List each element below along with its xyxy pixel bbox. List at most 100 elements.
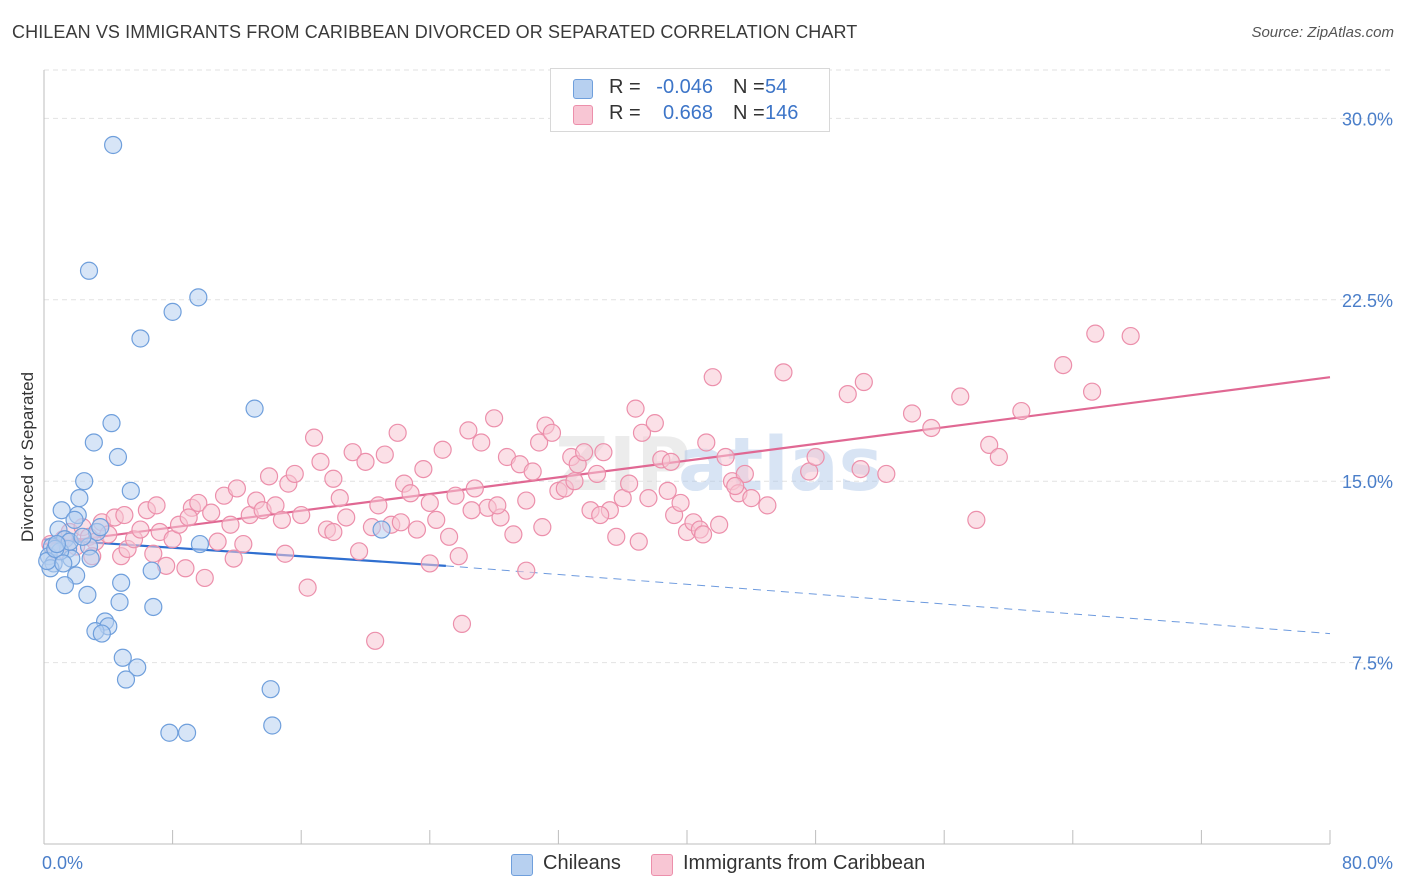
- r-label: R =: [609, 76, 641, 98]
- caribbean-point: [446, 486, 465, 505]
- chileans-point: [79, 261, 99, 280]
- caribbean-point: [587, 464, 607, 484]
- caribbean-point: [189, 493, 208, 513]
- caribbean-point: [439, 527, 459, 546]
- y-tick-label: 15.0%: [1342, 472, 1393, 492]
- caribbean-point: [414, 459, 433, 479]
- caribbean-point: [147, 496, 166, 515]
- chileans-point: [70, 489, 89, 508]
- caribbean-point: [735, 464, 754, 484]
- chileans-point: [113, 648, 132, 667]
- caribbean-point: [967, 510, 986, 529]
- caribbean-point: [607, 527, 626, 546]
- caribbean-point: [144, 544, 163, 563]
- caribbean-point: [838, 385, 857, 404]
- caribbean-point: [504, 525, 523, 544]
- n-label: N =: [733, 76, 765, 98]
- caribbean-point: [179, 508, 198, 527]
- watermark: ZIP atlas: [555, 422, 883, 508]
- chileans-point: [73, 527, 92, 546]
- caribbean-point: [391, 513, 410, 532]
- caribbean-point: [298, 578, 317, 597]
- caribbean-point: [671, 493, 690, 513]
- caribbean-point: [472, 433, 491, 452]
- caribbean-point: [337, 508, 356, 527]
- series-chileans-points: [38, 135, 391, 742]
- chileans-point: [160, 723, 179, 742]
- caribbean-point: [285, 464, 304, 484]
- chileans-point: [102, 414, 121, 433]
- caribbean-point: [626, 399, 645, 418]
- caribbean-point: [407, 520, 427, 539]
- chileans-point: [54, 554, 73, 573]
- chileans-point: [91, 518, 110, 537]
- chileans-point: [144, 597, 163, 617]
- caribbean-point: [716, 447, 735, 467]
- caribbean-swatch: [573, 105, 593, 125]
- axes: [43, 70, 1331, 845]
- caribbean-point: [922, 418, 941, 438]
- caribbean-point: [517, 561, 536, 580]
- trend-line-dashed: [445, 565, 1331, 635]
- chileans-point: [190, 534, 210, 554]
- caribbean-point: [272, 510, 292, 529]
- caribbean-point: [462, 501, 481, 520]
- chileans-point: [81, 549, 100, 568]
- caribbean-point: [980, 435, 999, 455]
- caribbean-point: [851, 459, 870, 479]
- caribbean-point: [452, 614, 472, 633]
- y-tick-label: 22.5%: [1342, 291, 1393, 311]
- caribbean-point: [742, 489, 761, 508]
- caribbean-point: [324, 469, 343, 488]
- x-tick-label: 80.0%: [1342, 853, 1393, 873]
- chileans-point: [121, 481, 140, 500]
- caribbean-point: [1082, 382, 1102, 401]
- chileans-point: [245, 399, 264, 418]
- caribbean-point: [433, 440, 452, 459]
- caribbean-point: [427, 510, 446, 529]
- caribbean-point: [661, 452, 681, 471]
- caribbean-point: [375, 445, 394, 464]
- caribbean-point: [420, 554, 439, 573]
- caribbean-point: [221, 515, 240, 534]
- chileans-point: [55, 576, 74, 595]
- n-value: 54: [765, 76, 788, 98]
- chileans-swatch: [511, 854, 533, 876]
- chileans-point: [131, 329, 150, 348]
- r-label: R =: [609, 102, 641, 124]
- x-tick-label: 0.0%: [42, 853, 83, 873]
- caribbean-point: [710, 515, 729, 534]
- caribbean-point: [324, 522, 343, 542]
- chileans-point: [261, 680, 280, 699]
- caribbean-point: [276, 544, 295, 563]
- caribbean-point: [575, 443, 594, 462]
- chileans-point: [112, 573, 131, 592]
- caribbean-point: [639, 489, 658, 508]
- caribbean-point: [902, 404, 922, 423]
- correlation-legend: R = -0.046 N = 54 R = 0.668 N = 146: [550, 68, 830, 132]
- caribbean-point: [693, 525, 713, 544]
- caribbean-point: [356, 452, 375, 471]
- caribbean-point: [485, 409, 504, 428]
- y-axis-title: Divorced or Separated: [18, 372, 37, 542]
- caribbean-point: [176, 559, 195, 578]
- caribbean-point: [330, 489, 349, 508]
- caribbean-point: [774, 363, 793, 382]
- y-tick-label: 7.5%: [1352, 654, 1393, 674]
- chileans-point: [108, 447, 128, 467]
- chileans-point: [47, 534, 66, 554]
- caribbean-point: [594, 443, 613, 462]
- caribbean-point: [1012, 401, 1031, 421]
- caribbean-point: [1086, 324, 1105, 343]
- caribbean-point: [1054, 355, 1073, 375]
- caribbean-point: [565, 472, 584, 491]
- grid-lines: [44, 69, 1394, 664]
- chileans-point: [116, 670, 136, 689]
- chileans-point: [163, 302, 182, 321]
- caribbean-point: [726, 476, 745, 496]
- caribbean-point: [620, 474, 639, 493]
- caribbean-point: [227, 479, 246, 498]
- caribbean-point: [202, 503, 221, 522]
- caribbean-point: [115, 505, 134, 525]
